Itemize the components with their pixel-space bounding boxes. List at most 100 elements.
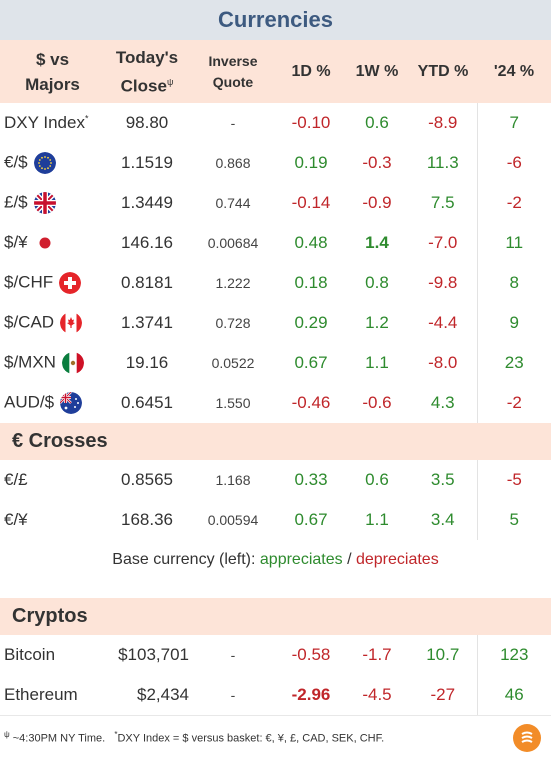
change-ytd: -4.4	[428, 313, 458, 332]
brand-logo-icon	[513, 724, 541, 752]
legend: Base currency (left): appreciates / depr…	[0, 540, 551, 579]
change-ytd: -8.0	[428, 353, 458, 372]
inverse-value: 0.00594	[207, 512, 259, 528]
cryptos-body: Bitcoin $103,701- -0.58 -1.7 10.7 123 Ethereum…	[0, 635, 551, 715]
title-bar: Currencies	[0, 0, 551, 40]
change-2024: -6	[476, 143, 551, 183]
change-1w: 1.1	[365, 353, 389, 372]
legend-prefix: Base currency (left):	[112, 550, 256, 568]
header-close-line1: Today's	[115, 47, 179, 67]
row-name: AUD/$	[0, 383, 105, 423]
table-row: €/£ 0.8565 1.168 0.33 0.6 3.5 -5	[0, 460, 551, 500]
legend-separator: /	[347, 550, 352, 568]
table-row: $/CAD 1.3741 0.728 0.29 1.2 -4.4 9	[0, 303, 551, 343]
section-crosses: € Crosses	[0, 423, 551, 460]
close-value: $103,701	[118, 645, 189, 664]
change-1d: -0.14	[291, 193, 331, 212]
change-1d: -0.58	[291, 645, 331, 664]
change-ytd: -27	[430, 685, 456, 704]
cryptos-title: Cryptos	[12, 605, 88, 627]
change-1w: -4.5	[362, 685, 392, 704]
change-ytd: 7.5	[430, 193, 455, 212]
inverse-value: -	[230, 647, 236, 663]
table-row: $/MXN 19.16 0.0522 0.67 1.1 -8.0 23	[0, 343, 551, 383]
close-value: 0.6451	[121, 393, 173, 412]
close-value: 0.8565	[121, 470, 173, 489]
pair-label: $/MXN	[4, 352, 56, 372]
change-2024: 11	[476, 223, 551, 263]
japan-flag-icon	[34, 232, 56, 254]
header-inverse-line2: Quote	[212, 73, 254, 90]
change-2024: 23	[476, 343, 551, 383]
change-ytd: -8.9	[428, 113, 458, 132]
pair-label: $/¥	[4, 232, 28, 252]
pair-label: £/$	[4, 192, 28, 212]
change-2024: 46	[476, 675, 551, 715]
pair-label: €/£	[4, 470, 28, 489]
change-1w: 1.4	[365, 233, 389, 252]
change-1w: 0.6	[365, 113, 389, 132]
change-1d: 0.33	[294, 470, 328, 489]
change-1w: 1.2	[365, 313, 389, 332]
change-2024: 8	[476, 263, 551, 303]
change-1w: -0.9	[362, 193, 392, 212]
crosses-title: € Crosses	[12, 430, 108, 452]
eu-flag-icon	[33, 152, 56, 174]
row-name: $/MXN	[0, 343, 105, 383]
change-2024: -2	[476, 383, 551, 423]
change-1d: 0.67	[294, 353, 328, 372]
header-ytd: YTD %	[417, 62, 469, 80]
change-1d: -0.10	[291, 113, 331, 132]
change-2024: 7	[476, 103, 551, 143]
pair-label: $/CAD	[4, 312, 55, 332]
pair-label: DXY Index	[4, 113, 85, 132]
canada-flag-icon	[60, 312, 83, 334]
currency-table: $ vs Majors Today's Closeψ Inverse Quote…	[0, 40, 551, 715]
change-1d: 0.18	[294, 273, 328, 292]
change-1w: -1.7	[362, 645, 392, 664]
header-inverse-line1: Inverse	[208, 52, 258, 69]
change-1d: 0.29	[294, 313, 328, 332]
change-2024: 9	[476, 303, 551, 343]
header-close-line2: Closeψ	[120, 76, 174, 96]
change-1d: -2.96	[291, 685, 331, 704]
inverse-value: 1.550	[215, 395, 251, 411]
change-2024: -5	[476, 460, 551, 500]
change-1d: 0.19	[294, 153, 328, 172]
table-row: €/$ 1.1519 0.868 0.19 -0.3 11.3 -6	[0, 143, 551, 183]
row-name: €/£	[0, 460, 105, 500]
header-inverse: Inverse Quote	[189, 40, 277, 103]
close-value: 1.3741	[121, 313, 173, 332]
header-1w: 1W %	[355, 62, 399, 80]
row-name: $/¥	[0, 223, 105, 263]
majors-body: DXY Index* 98.80 - -0.10 0.6 -8.9 7 €/$ 1.1519 0.…	[0, 103, 551, 423]
row-name: $/CAD	[0, 303, 105, 343]
change-ytd: 11.3	[426, 153, 459, 172]
inverse-value: 0.00684	[207, 235, 259, 251]
crosses-body: €/£ 0.8565 1.168 0.33 0.6 3.5 -5 €/¥ 168.36 0.005…	[0, 460, 551, 540]
inverse-value: 0.744	[215, 195, 251, 211]
uk-flag-icon	[33, 192, 56, 214]
close-value: 1.3449	[121, 193, 173, 212]
change-ytd: 3.5	[430, 470, 455, 489]
mexico-flag-icon	[61, 352, 84, 374]
pair-label: $/CHF	[4, 272, 54, 292]
swiss-flag-icon	[59, 272, 82, 294]
inverse-value: 0.0522	[211, 355, 255, 371]
change-2024: -2	[476, 183, 551, 223]
change-1d: 0.67	[294, 510, 328, 529]
close-value: 98.80	[125, 113, 169, 132]
legend-appreciates: appreciates	[259, 550, 343, 568]
change-ytd: 10.7	[426, 645, 460, 664]
close-value: 168.36	[121, 510, 173, 529]
inverse-value: 1.168	[215, 472, 251, 488]
inverse-value: -	[230, 687, 236, 703]
table-row: DXY Index* 98.80 - -0.10 0.6 -8.9 7	[0, 103, 551, 143]
table-row: Bitcoin $103,701 - -0.58 -1.7 10.7 123	[0, 635, 551, 675]
change-1w: 0.8	[365, 273, 389, 292]
change-1w: -0.3	[362, 153, 392, 172]
legend-row: Base currency (left): appreciates / depr…	[0, 540, 551, 579]
footnote-marker: *	[84, 113, 89, 124]
inverse-value: 1.222	[215, 275, 251, 291]
row-name: DXY Index*	[0, 103, 105, 143]
